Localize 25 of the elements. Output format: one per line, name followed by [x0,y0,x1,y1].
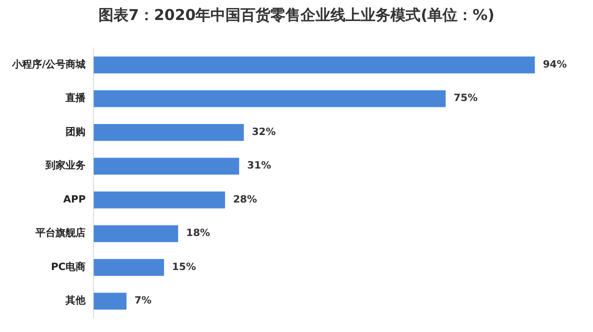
y-tick-label: APP [63,194,86,206]
bar [94,124,244,141]
y-tick-label: 平台旗舰店 [34,227,86,240]
bar [94,56,535,74]
data-label: 28% [233,194,258,206]
y-tick-label: 其他 [64,294,87,307]
bar [94,90,446,108]
data-label: 75% [454,93,478,104]
data-label: 7% [134,296,152,307]
data-label: 15% [172,262,196,273]
bar [94,158,240,175]
bar [94,292,127,310]
bar [94,258,164,276]
bar [94,191,226,208]
y-tick-label: 直播 [64,92,87,104]
data-label: 94% [542,59,567,70]
y-tick-label: 到家业务 [44,160,86,172]
data-label: 31% [247,160,272,172]
y-tick-label: 团购 [66,126,86,138]
bar [94,225,178,242]
chart-title: 图表7：2020年中国百货零售企业线上业务模式(单位：%) [98,5,496,26]
y-tick-label: PC电商 [50,260,86,273]
data-label: 32% [252,126,276,138]
y-tick-label: 小程序/公号商城 [10,58,86,70]
data-label: 18% [186,228,210,240]
